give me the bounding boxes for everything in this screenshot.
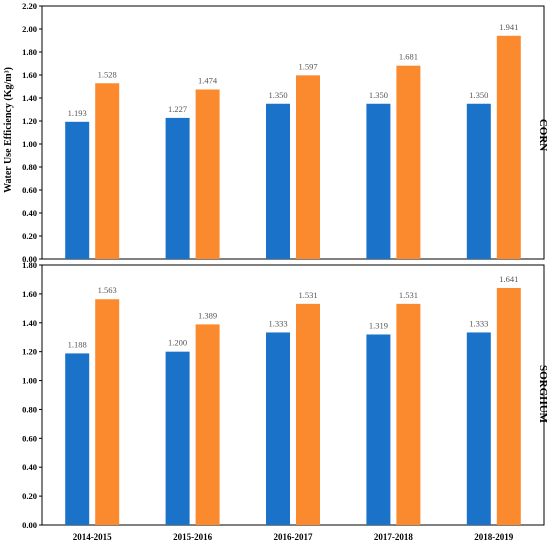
sorghum-y-tick-label: 1.60 xyxy=(22,289,37,299)
corn-bar-orange xyxy=(95,83,120,259)
sorghum-bar-blue xyxy=(266,332,290,525)
sorghum-data-label: 1.389 xyxy=(198,310,217,320)
x-tick-label: 2014-2015 xyxy=(73,532,112,542)
corn-y-tick-label: 1.20 xyxy=(22,116,37,126)
corn-data-label: 1.193 xyxy=(68,108,87,118)
corn-y-tick-label: 1.00 xyxy=(22,139,37,149)
sorghum-data-label: 1.641 xyxy=(499,274,518,284)
sorghum-bar-orange xyxy=(95,299,120,525)
corn-bar-orange xyxy=(496,35,521,259)
sorghum-data-label: 1.319 xyxy=(369,320,388,330)
sorghum-bar-orange xyxy=(396,303,421,525)
corn-bar-blue xyxy=(165,117,190,260)
corn-y-tick-label: 0.00 xyxy=(22,254,37,264)
sorghum-bar-orange xyxy=(195,324,220,525)
corn-data-label: 1.597 xyxy=(298,61,317,71)
corn-bar-orange xyxy=(396,65,421,259)
corn-data-labels: 1.193 1.528 1.227 1.474 1.350 1.597 1.350 1.681… xyxy=(68,22,519,118)
corn-bar-blue xyxy=(466,103,491,259)
sorghum-y-tick-label: 1.00 xyxy=(22,376,37,386)
sorghum-bar-blue xyxy=(466,332,491,525)
sorghum-panel: 0.00 0.20 0.40 0.60 0.80 1.00 1.20 1.40 1.60 1.80… xyxy=(22,260,549,542)
sorghum-bar-blue xyxy=(65,353,90,525)
x-tick-label: 2016-2017 xyxy=(274,532,313,542)
sorghum-bar-orange xyxy=(496,287,521,525)
sorghum-data-label: 1.333 xyxy=(268,318,287,328)
sorghum-bar-blue xyxy=(165,351,190,525)
corn-data-label: 1.681 xyxy=(399,52,418,62)
corn-y-ticks: 0.00 0.20 0.40 0.60 0.80 1.00 1.20 1.40 1.60 1.80… xyxy=(22,1,42,264)
corn-y-tick-label: 0.20 xyxy=(22,231,37,241)
sorghum-bar-orange xyxy=(296,303,320,525)
sorghum-y-tick-label: 0.60 xyxy=(22,433,37,443)
corn-bar-blue xyxy=(65,121,90,260)
y-axis-label: Water Use Efficiency (Kg/m³) xyxy=(3,67,14,193)
sorghum-data-label: 1.531 xyxy=(298,290,317,300)
sorghum-bar-blue xyxy=(366,334,391,525)
corn-data-label: 1.474 xyxy=(198,75,218,85)
corn-data-label: 1.528 xyxy=(98,69,117,79)
corn-y-tick-label: 0.40 xyxy=(22,208,37,218)
sorghum-data-label: 1.333 xyxy=(469,318,488,328)
sorghum-y-tick-label: 0.40 xyxy=(22,462,37,472)
sorghum-y-tick-label: 0.00 xyxy=(22,520,37,530)
corn-y-tick-label: 1.60 xyxy=(22,70,37,80)
sorghum-x-ticks: 2014-2015 2015-2016 2016-2017 2017-2018 2018… xyxy=(73,532,514,542)
corn-data-label: 1.350 xyxy=(268,90,287,100)
corn-bars xyxy=(65,35,521,260)
corn-data-label: 1.350 xyxy=(469,90,488,100)
sorghum-data-label: 1.563 xyxy=(98,285,117,295)
sorghum-bars xyxy=(65,287,521,525)
corn-data-label: 1.227 xyxy=(168,104,187,114)
sorghum-y-tick-label: 1.40 xyxy=(22,318,37,328)
sorghum-y-tick-label: 1.20 xyxy=(22,347,37,357)
x-tick-label: 2017-2018 xyxy=(374,532,413,542)
sorghum-y-tick-label: 0.80 xyxy=(22,404,37,414)
sorghum-y-tick-label: 1.80 xyxy=(22,260,37,270)
sorghum-y-tick-label: 0.20 xyxy=(22,491,37,501)
corn-y-tick-label: 0.60 xyxy=(22,185,37,195)
corn-bar-blue xyxy=(266,103,290,259)
corn-y-tick-label: 1.40 xyxy=(22,93,37,103)
sorghum-panel-label: SORGHUM xyxy=(537,365,549,424)
corn-y-tick-label: 2.20 xyxy=(22,1,37,11)
corn-panel: 0.00 0.20 0.40 0.60 0.80 1.00 1.20 1.40 1.60 1.80… xyxy=(22,1,549,264)
sorghum-data-label: 1.200 xyxy=(168,338,187,348)
corn-data-label: 1.941 xyxy=(499,22,518,32)
sorghum-y-ticks: 0.00 0.20 0.40 0.60 0.80 1.00 1.20 1.40 1.60 1.80 xyxy=(22,260,42,530)
sorghum-data-label: 1.531 xyxy=(399,290,418,300)
corn-y-tick-label: 2.00 xyxy=(22,24,37,34)
x-tick-label: 2018-2019 xyxy=(474,532,513,542)
corn-y-tick-label: 1.80 xyxy=(22,47,37,57)
corn-panel-label: CORN xyxy=(537,119,549,151)
corn-y-tick-label: 0.80 xyxy=(22,162,37,172)
corn-bar-orange xyxy=(195,89,220,260)
sorghum-data-label: 1.188 xyxy=(68,339,87,349)
sorghum-data-labels: 1.188 1.563 1.200 1.389 1.333 1.531 1.319 1.531… xyxy=(68,274,519,349)
corn-data-label: 1.350 xyxy=(369,90,388,100)
corn-bar-blue xyxy=(366,103,391,259)
corn-bar-orange xyxy=(296,75,320,259)
x-tick-label: 2015-2016 xyxy=(173,532,212,542)
